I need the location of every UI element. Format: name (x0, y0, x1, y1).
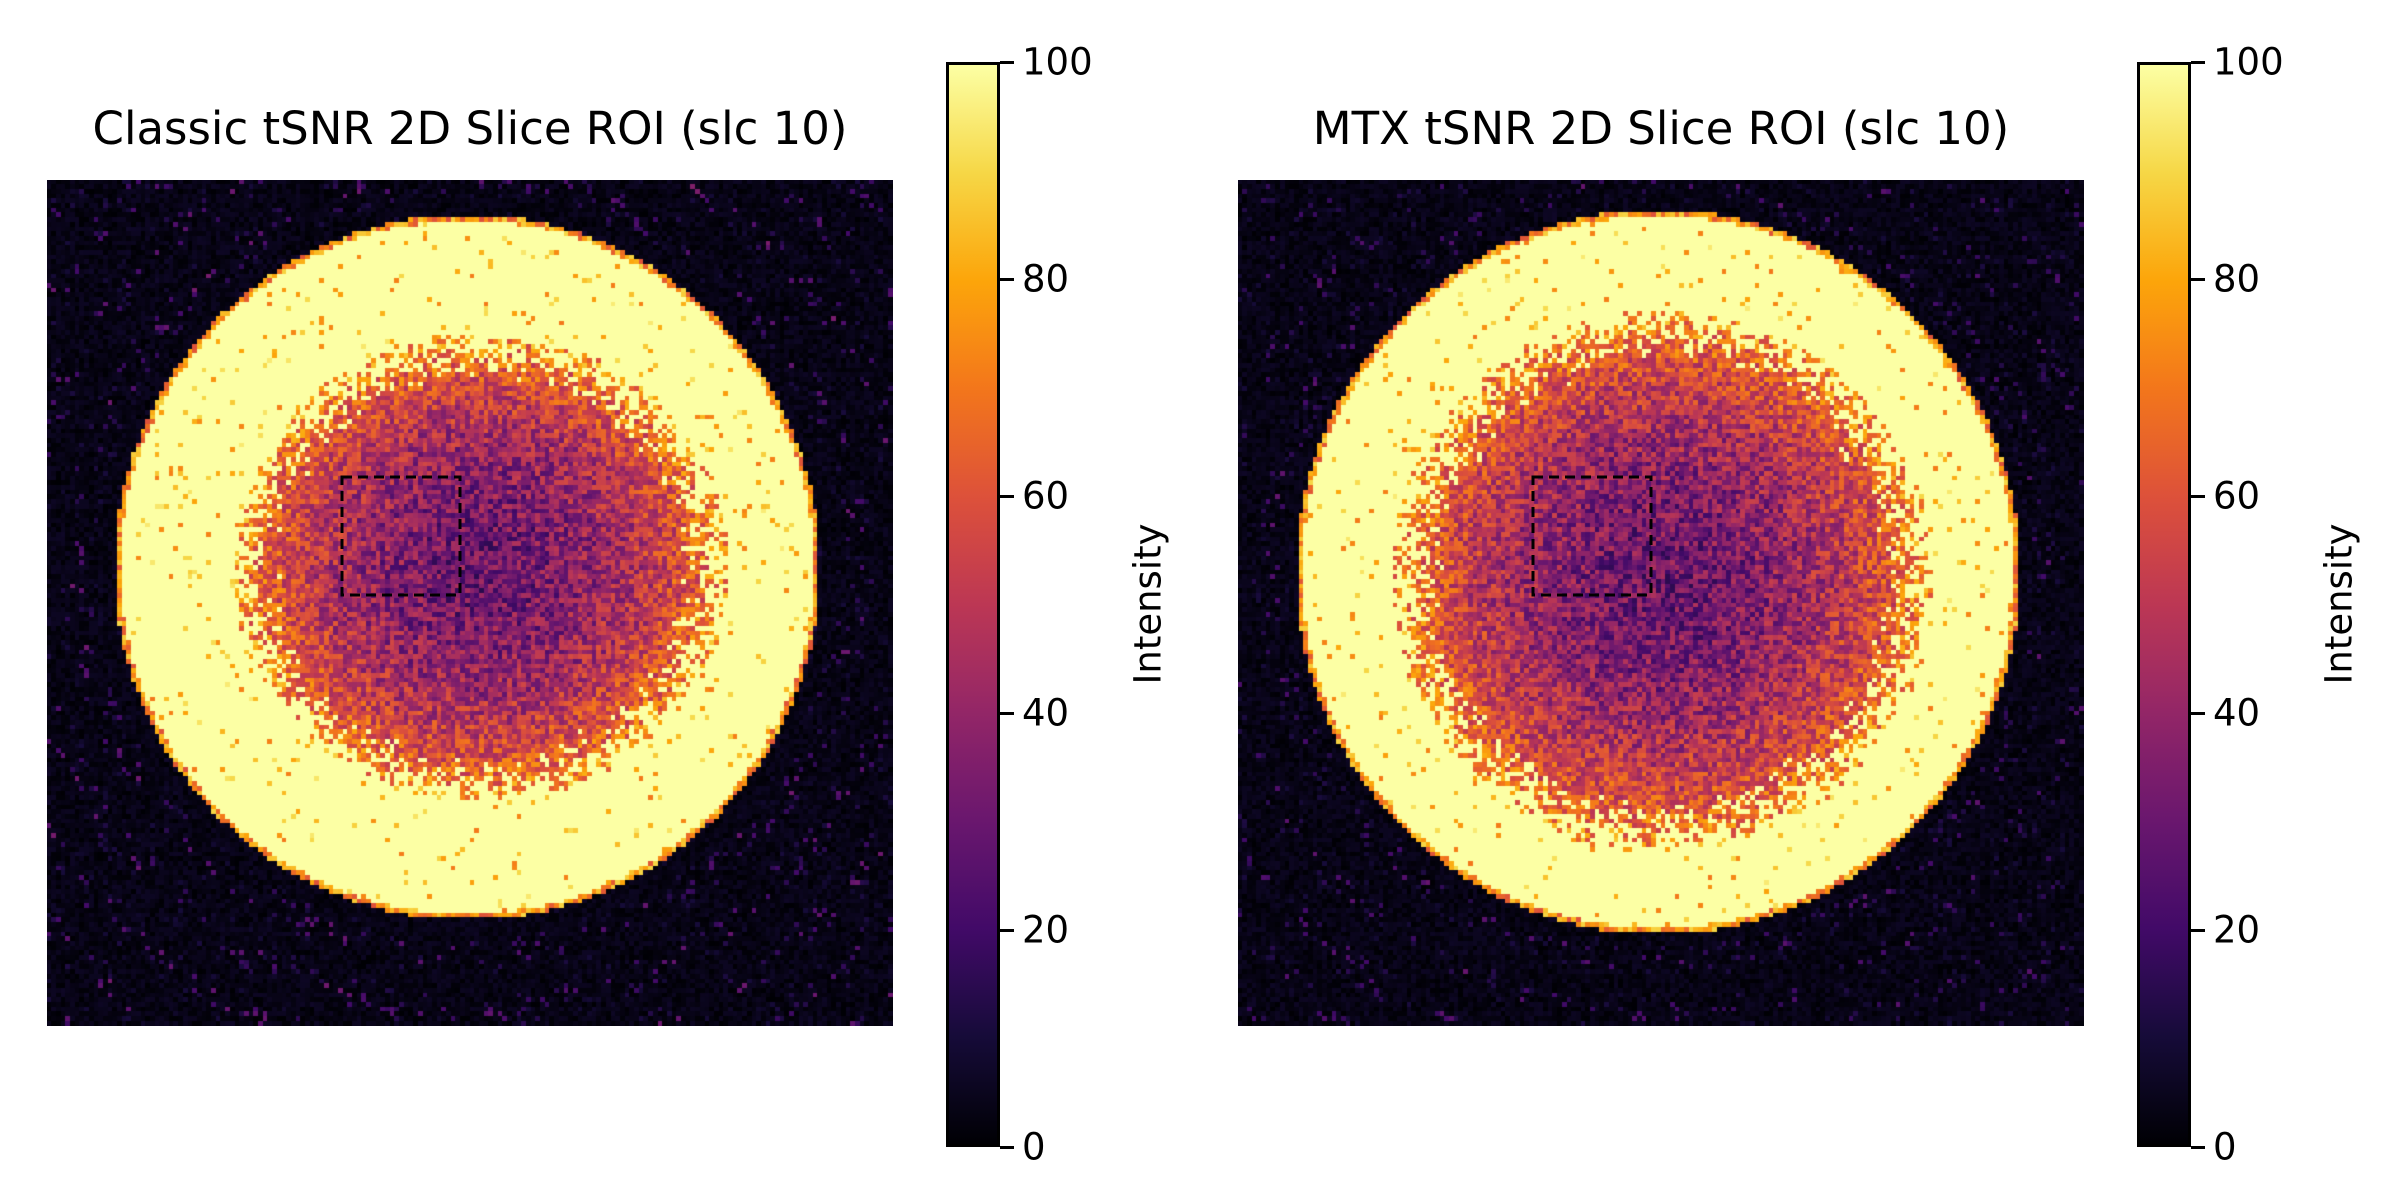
colorbar-tick-label: 0 (2213, 1125, 2237, 1169)
colorbar-tick-label: 0 (1022, 1125, 1046, 1169)
colorbar-tick (1000, 60, 1014, 64)
panel-2-colorbar (2137, 62, 2191, 1147)
panel-1-overlay (340, 475, 462, 597)
colorbar-tick (1000, 277, 1014, 281)
colorbar-tick-label: 60 (2213, 474, 2261, 518)
colorbar-tick-label: 40 (1022, 691, 1070, 735)
panel-1-title: Classic tSNR 2D Slice ROI (slc 10) (92, 102, 848, 155)
colorbar-tick (1000, 494, 1014, 498)
colorbar-tick-label: 80 (2213, 257, 2261, 301)
colorbar-tick (2191, 60, 2205, 64)
colorbar-tick (2191, 277, 2205, 281)
panel-1-colorbar-label: Intensity (1126, 523, 1170, 685)
panel-1-roi-box (340, 475, 462, 597)
colorbar-tick (1000, 1145, 1014, 1149)
panel-2-heatmap (1238, 180, 2084, 1026)
colorbar-tick (1000, 928, 1014, 932)
colorbar-tick-label: 100 (1022, 40, 1093, 84)
colorbar-tick (1000, 711, 1014, 715)
colorbar-tick-label: 60 (1022, 474, 1070, 518)
colorbar-tick-label: 80 (1022, 257, 1070, 301)
colorbar-tick-label: 20 (2213, 908, 2261, 952)
colorbar-tick-label: 40 (2213, 691, 2261, 735)
panel-2-overlay (1531, 475, 1653, 597)
panel-1-heatmap (47, 180, 893, 1026)
colorbar-tick (2191, 1145, 2205, 1149)
colorbar-tick-label: 100 (2213, 40, 2284, 84)
panel-2-roi-box (1531, 475, 1653, 597)
panel-2-title: MTX tSNR 2D Slice ROI (slc 10) (1312, 102, 2010, 155)
panel-1-colorbar (946, 62, 1000, 1147)
colorbar-tick (2191, 494, 2205, 498)
colorbar-tick (2191, 711, 2205, 715)
colorbar-tick-label: 20 (1022, 908, 1070, 952)
panel-2-colorbar-label: Intensity (2317, 523, 2361, 685)
colorbar-tick (2191, 928, 2205, 932)
